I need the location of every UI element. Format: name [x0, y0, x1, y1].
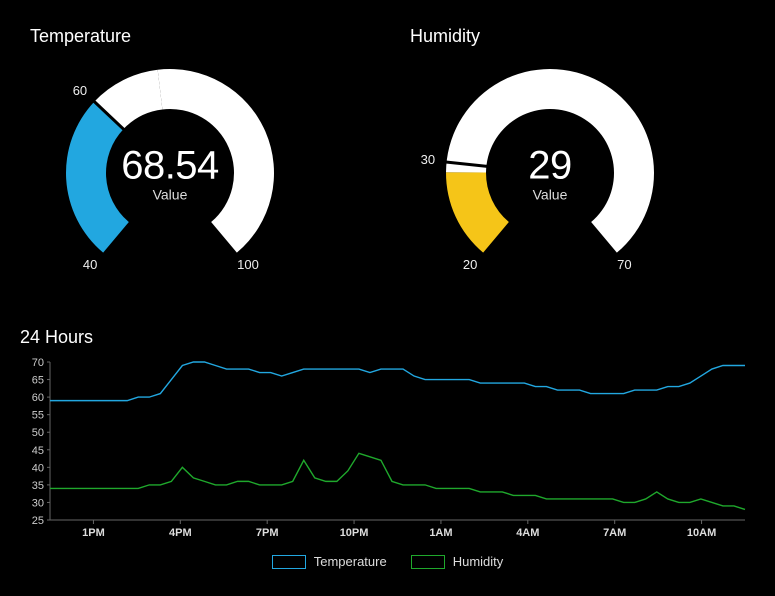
gauge-tick-label: 20 — [463, 257, 477, 272]
temperature-gauge: 68.54 Value 40 60 100 — [30, 53, 310, 313]
humidity-gauge: 29 Value 20 30 70 — [410, 53, 690, 313]
svg-text:25: 25 — [32, 515, 44, 527]
svg-text:60: 60 — [32, 392, 44, 404]
legend: Temperature Humidity — [20, 554, 755, 569]
humidity-value-label: Value — [528, 186, 572, 202]
temperature-gauge-center: 68.54 Value — [121, 143, 219, 202]
svg-text:7PM: 7PM — [256, 527, 279, 539]
svg-text:65: 65 — [32, 375, 44, 387]
gauge-row: Temperature 68.54 Value 40 60 100 Humidity… — [0, 0, 775, 313]
line-chart-panel: 24 Hours 25 30 35 40 45 50 55 60 65 70 1PM 4PM 7PM 10… — [0, 313, 775, 569]
line-chart-title: 24 Hours — [20, 327, 755, 348]
gauge-tick-label: 60 — [73, 83, 87, 98]
legend-swatch-temperature — [272, 555, 306, 569]
svg-text:40: 40 — [32, 462, 44, 474]
humidity-value: 29 — [528, 143, 572, 188]
legend-item-humidity: Humidity — [411, 554, 504, 569]
svg-text:10AM: 10AM — [687, 527, 716, 539]
svg-text:35: 35 — [32, 480, 44, 492]
svg-text:4AM: 4AM — [516, 527, 539, 539]
legend-label-temperature: Temperature — [314, 554, 387, 569]
legend-swatch-humidity — [411, 555, 445, 569]
svg-text:7AM: 7AM — [603, 527, 626, 539]
line-chart: 25 30 35 40 45 50 55 60 65 70 1PM 4PM 7PM 10PM 1AM 4AM 7… — [20, 356, 755, 546]
svg-text:1PM: 1PM — [82, 527, 105, 539]
temperature-value-label: Value — [121, 186, 219, 202]
svg-text:70: 70 — [32, 357, 44, 369]
gauge-tick-label: 30 — [421, 152, 435, 167]
temperature-title: Temperature — [30, 26, 350, 47]
temperature-gauge-panel: Temperature 68.54 Value 40 60 100 — [30, 26, 350, 313]
svg-text:55: 55 — [32, 410, 44, 422]
svg-text:50: 50 — [32, 427, 44, 439]
svg-text:4PM: 4PM — [169, 527, 192, 539]
gauge-tick-label: 40 — [83, 257, 97, 272]
legend-label-humidity: Humidity — [453, 554, 504, 569]
gauge-tick-label: 100 — [237, 257, 259, 272]
svg-text:30: 30 — [32, 497, 44, 509]
humidity-title: Humidity — [410, 26, 730, 47]
svg-text:45: 45 — [32, 445, 44, 457]
legend-item-temperature: Temperature — [272, 554, 387, 569]
svg-text:1AM: 1AM — [429, 527, 452, 539]
gauge-tick-label: 70 — [617, 257, 631, 272]
humidity-gauge-center: 29 Value — [528, 143, 572, 202]
humidity-gauge-panel: Humidity 29 Value 20 30 70 — [410, 26, 730, 313]
svg-text:10PM: 10PM — [340, 527, 369, 539]
temperature-value: 68.54 — [121, 143, 219, 188]
